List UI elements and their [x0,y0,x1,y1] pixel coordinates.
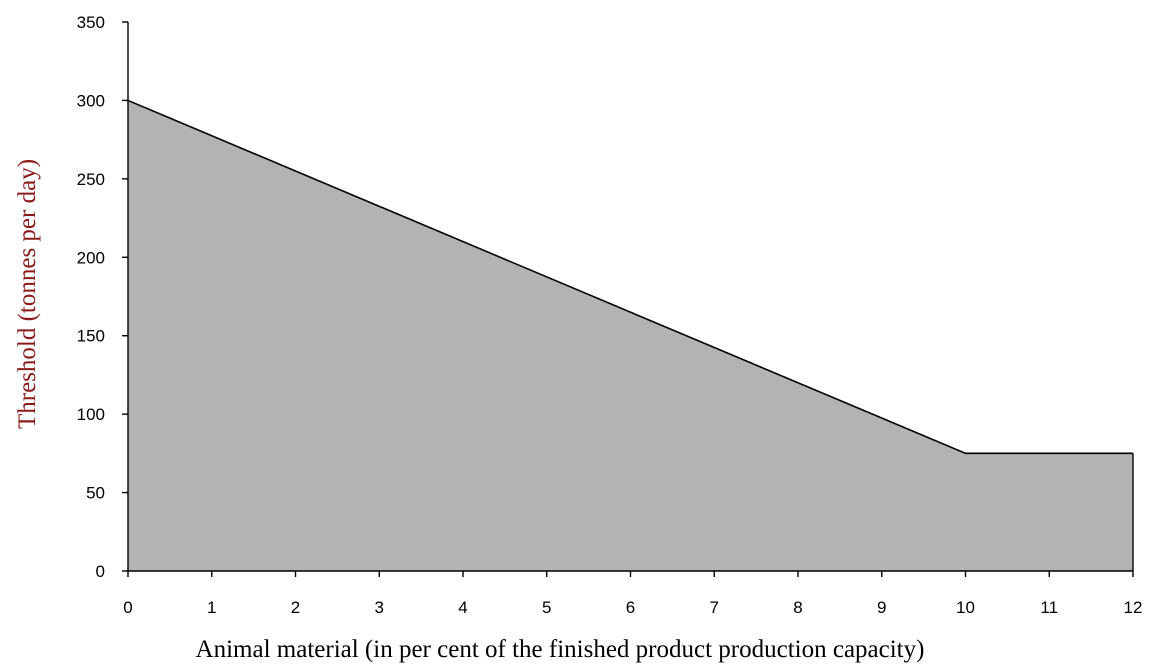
y-tick-label: 0 [96,562,105,581]
x-tick-label: 12 [1124,598,1143,617]
x-tick-label: 9 [877,598,886,617]
x-axis-title: Animal material (in per cent of the fini… [196,636,925,663]
x-tick-label: 3 [375,598,384,617]
x-tick-label: 4 [458,598,467,617]
y-tick-label: 200 [77,248,105,267]
x-tick-label: 11 [1040,598,1058,617]
x-tick-label: 8 [793,598,802,617]
y-tick-label: 250 [77,170,105,189]
x-axis: 0 1 2 3 4 5 6 7 8 9 10 11 12 [123,570,1143,617]
y-axis: 0 50 100 150 200 250 300 350 [77,13,129,581]
x-tick-label: 2 [291,598,300,617]
x-tick-label: 7 [710,598,719,617]
x-tick-label: 6 [626,598,635,617]
x-tick-label: 0 [123,598,132,617]
series-line [127,99,1133,455]
y-axis-title: Threshold (tonnes per day) [14,159,41,429]
x-tick-label: 1 [207,598,216,617]
plot-area [127,99,1134,571]
y-tick-label: 100 [77,405,105,424]
y-tick-label: 50 [86,484,105,503]
y-tick-label: 300 [77,91,105,110]
y-tick-label: 150 [77,327,105,346]
x-tick-label: 10 [956,598,975,617]
area-fill [128,100,1133,571]
y-tick-label: 350 [77,13,105,32]
x-tick-label: 5 [542,598,551,617]
